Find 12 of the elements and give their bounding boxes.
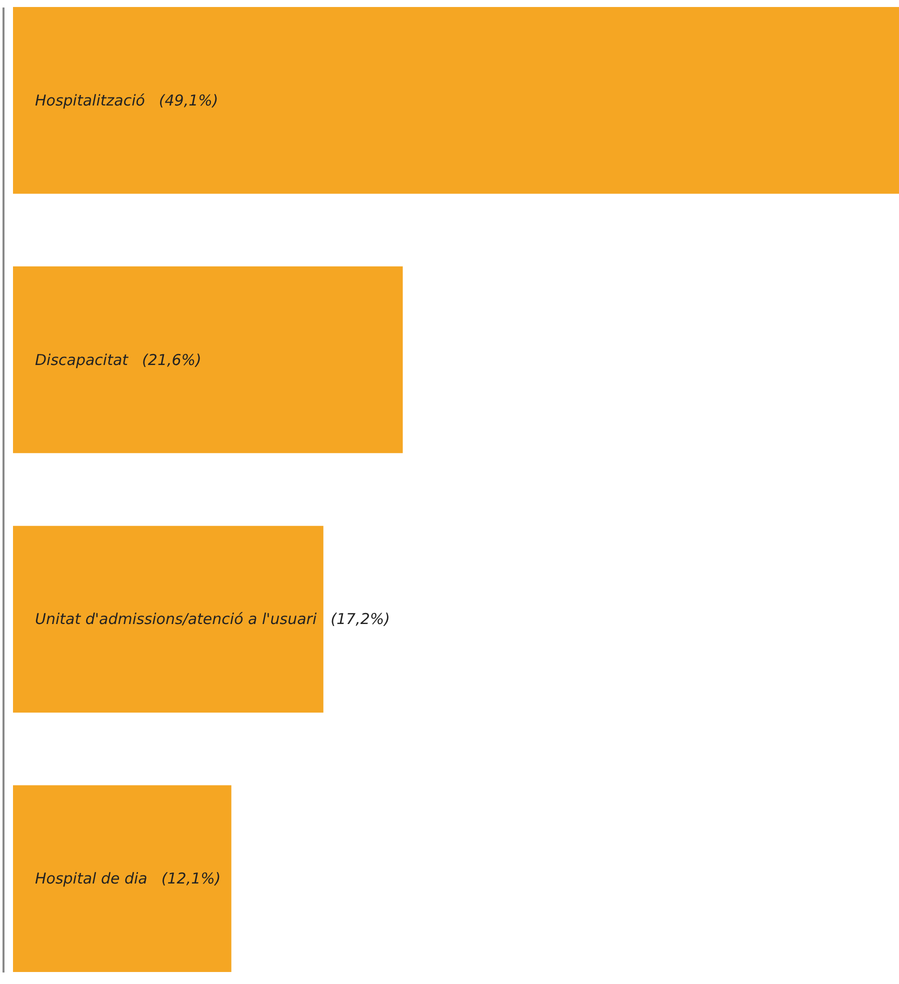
data-label: (17,2%) <box>330 610 390 628</box>
bar <box>13 7 899 194</box>
bar <box>13 785 232 972</box>
data-label: (21,6%) <box>142 350 202 369</box>
y-tick-label: Unitat d'admissions/atenció a l'usuari <box>35 610 318 628</box>
y-tick-label: Hospital de dia <box>35 870 148 888</box>
y-tick-label: Hospitalització <box>35 91 145 110</box>
bar <box>13 266 403 454</box>
data-label: (12,1%) <box>161 870 221 888</box>
bar <box>13 526 324 713</box>
data-label: (49,1%) <box>158 91 218 110</box>
y-tick-label: Discapacitat <box>35 350 130 369</box>
